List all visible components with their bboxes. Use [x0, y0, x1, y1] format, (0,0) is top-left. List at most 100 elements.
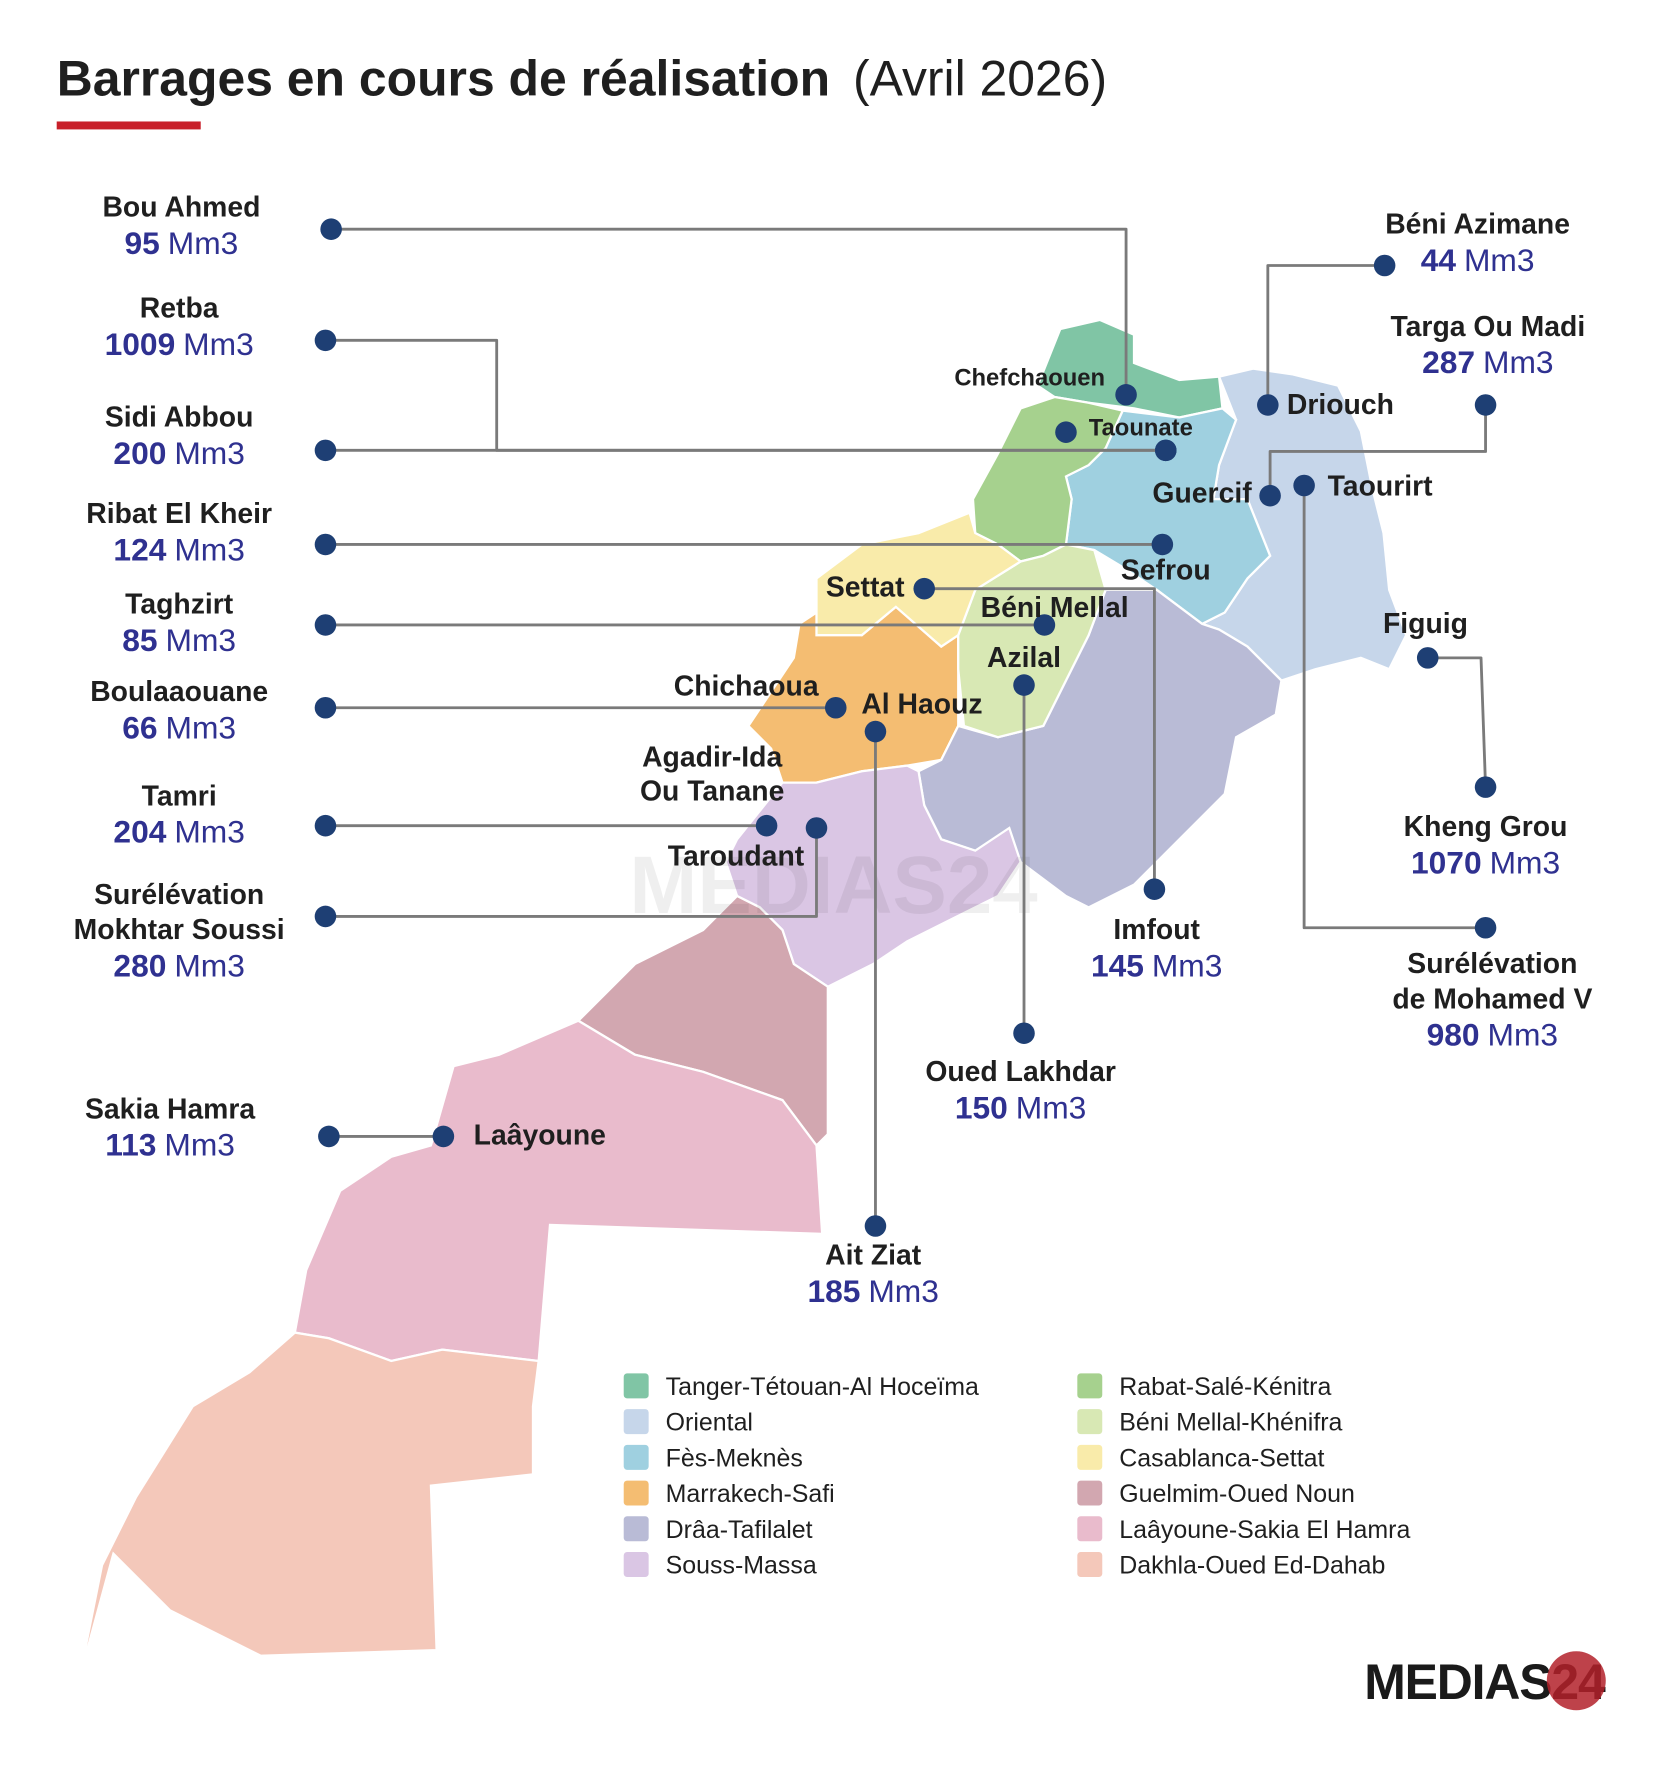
dam-dot [432, 1125, 455, 1148]
dam-name: Sakia Hamra [85, 1093, 255, 1125]
capacity-unit: Mm3 [868, 1273, 939, 1309]
dam-capacity: 185 Mm3 [807, 1273, 938, 1309]
dam-dot [1143, 878, 1166, 900]
legend-label: Marrakech-Safi [666, 1480, 835, 1508]
place-name: Chichaoua [674, 670, 819, 702]
legend-swatch [623, 1516, 649, 1542]
leader-line [924, 587, 1156, 890]
leader-line [1302, 485, 1486, 930]
dam-dot [314, 614, 337, 636]
legend-label: Laâyoune-Sakia El Hamra [1119, 1516, 1410, 1544]
capacity-value: 113 [105, 1127, 156, 1163]
legend-label: Oriental [666, 1409, 753, 1437]
capacity-value: 44 [1421, 242, 1457, 278]
dam-dot [314, 533, 337, 556]
capacity-unit: Mm3 [174, 435, 245, 471]
capacity-value: 280 [113, 948, 166, 984]
dam-capacity: 150 Mm3 [955, 1089, 1086, 1125]
capacity-unit: Mm3 [174, 531, 245, 567]
leader-line [1427, 656, 1487, 788]
dam-name: Oued Lakhdar [925, 1056, 1116, 1088]
dam-capacity: 200 Mm3 [113, 435, 244, 471]
capacity-value: 95 [125, 225, 160, 261]
leader-line [1268, 404, 1487, 496]
dam-name: Ribat El Kheir [86, 498, 272, 530]
dam-dot [1293, 474, 1315, 497]
dam-name: Bou Ahmed [102, 192, 260, 224]
capacity-value: 124 [113, 531, 166, 567]
legend-label: Souss-Massa [666, 1552, 817, 1580]
capacity-value: 287 [1422, 344, 1475, 380]
dam-dot [1474, 394, 1497, 416]
place-name: Sefrou [1121, 555, 1211, 587]
leader-line [325, 827, 818, 918]
dam-name: de Mohamed V [1392, 983, 1592, 1015]
capacity-unit: Mm3 [168, 225, 239, 261]
place-name: Chefchaouen [954, 365, 1105, 392]
dam-dot [320, 218, 342, 240]
place-name: Figuig [1383, 608, 1468, 640]
legend-swatch [623, 1444, 649, 1470]
dam-capacity: 287 Mm3 [1422, 344, 1553, 380]
legend-swatch [1077, 1444, 1103, 1470]
capacity-unit: Mm3 [166, 709, 237, 745]
dam-name: Boulaaouane [90, 676, 268, 708]
dam-capacity: 980 Mm3 [1427, 1017, 1558, 1053]
capacity-value: 145 [1091, 948, 1144, 984]
legend-swatch [623, 1373, 649, 1399]
dam-dot [314, 814, 337, 837]
legend-swatch [1077, 1516, 1103, 1542]
capacity-unit: Mm3 [183, 326, 254, 362]
place-name: Ou Tanane [640, 776, 784, 808]
dam-name: Béni Azimane [1385, 209, 1570, 241]
dam-dot [314, 329, 337, 352]
capacity-unit: Mm3 [1464, 242, 1535, 278]
dam-name: Sidi Abbou [105, 402, 254, 434]
logo-badge [1546, 1651, 1606, 1711]
capacity-unit: Mm3 [1490, 844, 1561, 880]
legend-swatch [623, 1552, 649, 1577]
capacity-unit: Mm3 [1488, 1017, 1559, 1053]
place-dot [1055, 421, 1077, 443]
region [957, 543, 1107, 739]
dam-name: Imfout [1113, 914, 1200, 946]
dam-dot [314, 439, 337, 462]
dam-dot [864, 1215, 887, 1237]
title-date: (Avril 2026) [853, 50, 1107, 106]
dam-name: Surélévation [94, 879, 264, 911]
dam-capacity: 44 Mm3 [1421, 242, 1535, 278]
dam-dot [1474, 916, 1497, 939]
place-name: Guercif [1152, 478, 1252, 510]
legend-swatch [1077, 1373, 1103, 1399]
capacity-unit: Mm3 [1152, 948, 1223, 984]
capacity-unit: Mm3 [164, 1127, 235, 1163]
capacity-value: 185 [807, 1273, 860, 1309]
dam-dot [314, 696, 337, 719]
dam-dot [913, 577, 935, 600]
dam-dot [1115, 383, 1137, 406]
capacity-unit: Mm3 [166, 622, 237, 658]
dam-dot [1154, 439, 1177, 462]
legend-label: Tanger-Tétouan-Al Hoceïma [666, 1373, 979, 1401]
place-name: Azilal [987, 642, 1061, 674]
dam-name: Mokhtar Soussi [74, 914, 285, 946]
capacity-value: 200 [113, 435, 166, 471]
legend-label: Rabat-Salé-Kénitra [1119, 1373, 1331, 1401]
dam-capacity: 204 Mm3 [113, 814, 244, 850]
place-name: Béni Mellal [981, 592, 1129, 624]
capacity-value: 204 [113, 814, 166, 850]
legend-label: Guelmim-Oued Noun [1119, 1480, 1355, 1508]
dam-name: Tamri [142, 780, 217, 812]
capacity-unit: Mm3 [174, 814, 245, 850]
capacity-value: 85 [122, 622, 157, 658]
place-name: Al Haouz [861, 688, 982, 720]
dam-dot [1033, 614, 1056, 636]
dam-dot [1151, 533, 1174, 556]
legend-swatch [1077, 1480, 1103, 1506]
dam-dot [1013, 1022, 1035, 1044]
dam-name: Kheng Grou [1404, 811, 1568, 843]
legend-swatch [623, 1409, 649, 1435]
legend-label: Béni Mellal-Khénifra [1119, 1409, 1342, 1437]
